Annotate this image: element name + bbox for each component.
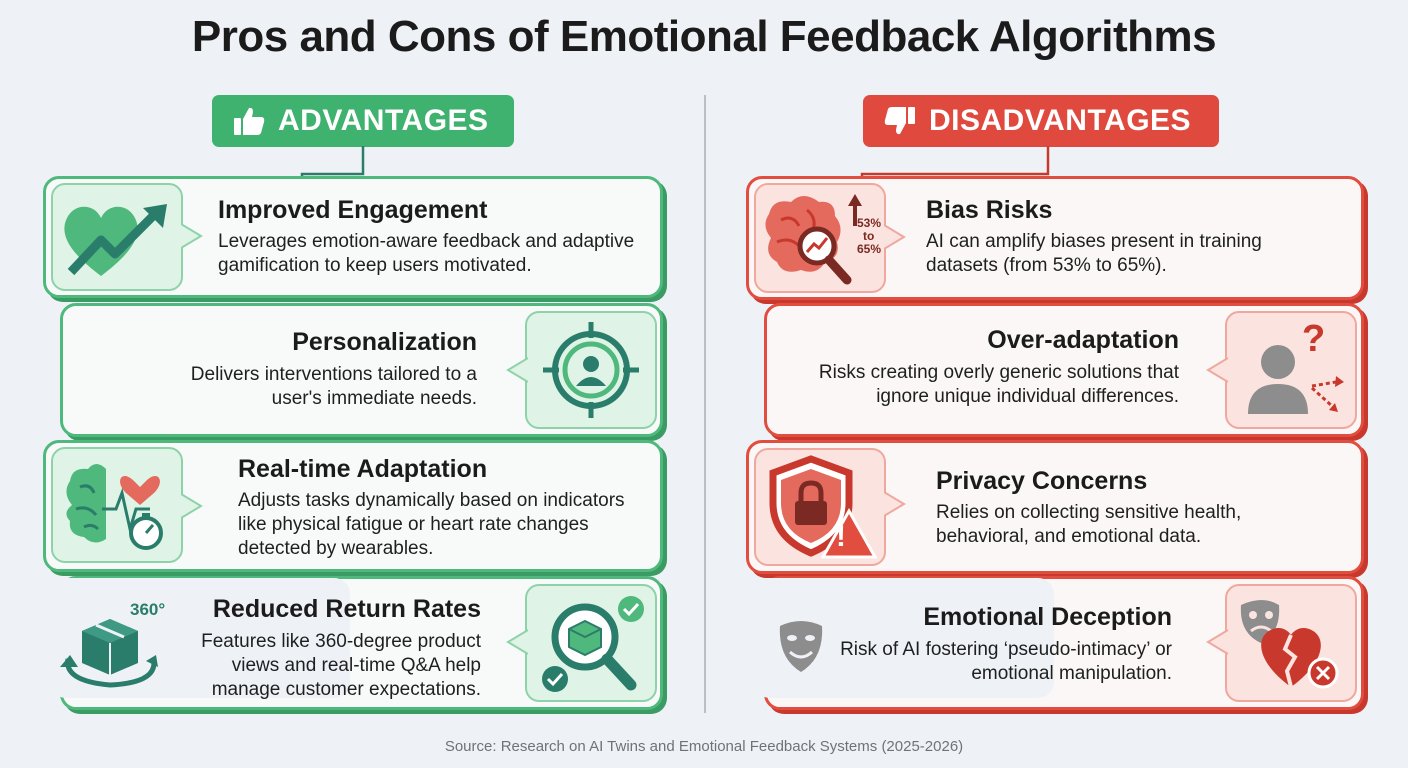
disadvantages-label: DISADVANTAGES [929, 104, 1192, 137]
advantage-title: Personalization [292, 328, 477, 356]
callout-pointer [506, 357, 528, 383]
advantages-label: ADVANTAGES [278, 104, 489, 137]
heart-growth-icon [64, 204, 167, 276]
disadvantage-description: Relies on collecting sensitive health, b… [936, 502, 1242, 547]
warning-icon: ! [836, 520, 846, 553]
mask-broken-heart-icon [1240, 600, 1339, 689]
page-title: Pros and Cons of Emotional Feedback Algo… [191, 12, 1217, 61]
disadvantage-icon-tile [1225, 584, 1357, 702]
bias-stat-start: 53% [857, 216, 882, 230]
callout-pointer [884, 224, 906, 250]
disadvantage-title: Bias Risks [926, 196, 1053, 224]
theater-mask-icon [779, 621, 823, 672]
callout-pointer [884, 491, 906, 517]
bias-stat-mid: to [863, 229, 875, 243]
target-user-icon [543, 322, 639, 418]
rotating-box-icon [60, 619, 158, 688]
disadvantage-description: Risks creating overly generic solutions … [818, 362, 1179, 407]
disadvantage-description: AI can amplify biases present in trainin… [926, 231, 1262, 276]
advantages-header: ADVANTAGES [212, 95, 514, 147]
callout-pointer [181, 223, 203, 249]
disadvantage-icon-tile [1225, 311, 1357, 429]
advantage-description: Adjusts tasks dynamically based on indic… [238, 490, 625, 559]
advantage-description: Features like 360-degree product views a… [201, 631, 481, 700]
advantage-title: Real-time Adaptation [238, 455, 488, 483]
brain-magnifier-icon [765, 194, 862, 285]
callout-pointer [181, 493, 203, 519]
callout-pointer [506, 629, 528, 655]
disadvantage-icon-tile [754, 448, 886, 566]
brain-heartrate-icon [66, 464, 163, 550]
advantage-icon-tile [525, 584, 657, 702]
disadvantage-icon-tile [754, 183, 886, 293]
disadvantage-title: Emotional Deception [923, 603, 1172, 631]
disadvantage-title: Privacy Concerns [936, 467, 1148, 495]
advantage-title: Improved Engagement [218, 196, 488, 224]
bias-stat-end: 65% [857, 242, 882, 256]
column-divider [704, 95, 706, 713]
thumbs-up-icon [234, 107, 265, 135]
package-search-icon [542, 596, 644, 692]
advantage-description: Delivers interventions tailored to a use… [190, 364, 477, 409]
shield-lock-warning-icon [769, 455, 878, 559]
source-caption: Source: Research on AI Twins and Emotion… [444, 738, 964, 755]
disadvantage-title: Over-adaptation [987, 326, 1179, 354]
disadvantages-header: DISADVANTAGES [863, 95, 1219, 147]
advantage-icon-tile [525, 311, 657, 429]
disadvantage-description: Risk of AI fostering ‘pseudo-intimacy’ o… [840, 639, 1172, 684]
question-mark-icon: ? [1302, 318, 1326, 360]
callout-pointer [1206, 629, 1228, 655]
advantage-title: Reduced Return Rates [212, 595, 481, 623]
advantage-description: Leverages emotion-aware feedback and ada… [218, 231, 635, 276]
360-badge: 360° [130, 600, 166, 619]
advantage-icon-tile [51, 183, 183, 291]
thumbs-down-icon [884, 107, 915, 135]
advantage-icon-tile [51, 447, 183, 563]
callout-pointer [1206, 357, 1228, 383]
person-question-icon [1248, 345, 1344, 414]
